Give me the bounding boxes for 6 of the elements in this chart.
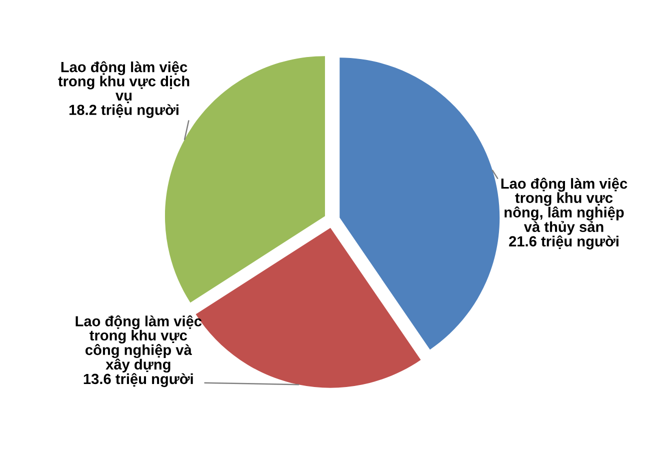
slice-label: Lao động làm việc trong khu vực dịch vụ — [58, 61, 190, 104]
data-label: 21.6 triệu người — [509, 235, 618, 250]
slice-label: Lao động làm việc trong khu vực nông, lâm nghiệp và thủy sản — [501, 178, 628, 235]
data-label: 13.6 triệu người — [84, 373, 193, 388]
data-label: 18.2 triệu người — [69, 104, 178, 118]
slice-label: Lao động làm việc trong khu vực công nghiệp và xây dựng — [76, 315, 202, 373]
